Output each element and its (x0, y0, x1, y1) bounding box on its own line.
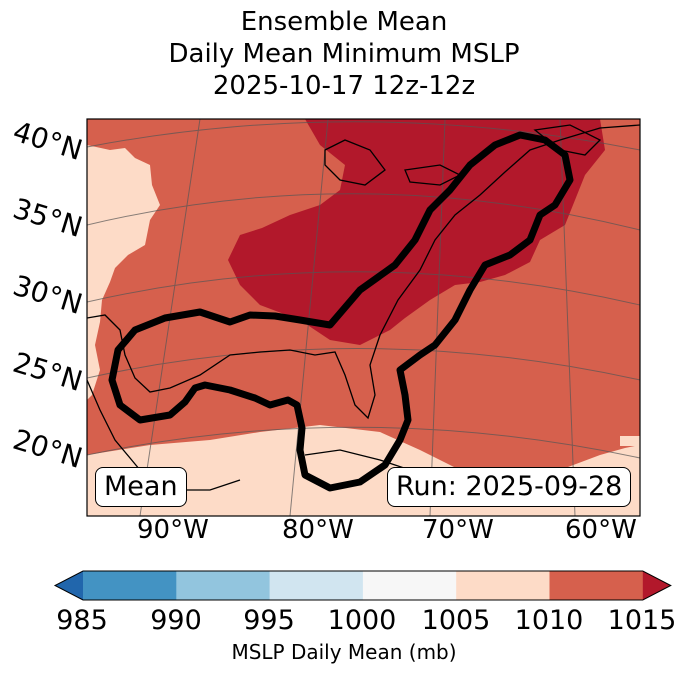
title-line-2: Daily Mean Minimum MSLP (168, 39, 520, 69)
graticule (87, 119, 640, 516)
colorbar-bin (176, 571, 271, 600)
colorbar-tick: 1005 (421, 605, 491, 636)
colorbar-bin (362, 571, 457, 600)
colorbar-bin (83, 571, 177, 600)
title-line-1: Ensemble Mean (240, 7, 448, 37)
field-patch (620, 436, 640, 446)
colorbar-tick: 1010 (514, 605, 584, 636)
lon-label-80w: 80°W (282, 515, 354, 545)
lon-label-70w: 70°W (422, 515, 494, 545)
colorbar-outline (53, 570, 672, 601)
colorbar-tick: 995 (243, 605, 295, 636)
mean-label-box: Mean (95, 467, 187, 507)
colorbar-tick: 1015 (607, 605, 677, 636)
colorbar (53, 570, 672, 601)
colorbar-bin (549, 571, 644, 600)
colorbar-tick: 985 (56, 605, 108, 636)
coastlines (87, 124, 640, 491)
mean-contour (108, 131, 574, 492)
colorbar-bin (269, 571, 364, 600)
map-panel (87, 119, 640, 516)
colorbar-bin (55, 571, 83, 600)
field-1005-1010-west (87, 145, 160, 400)
run-date-box: Run: 2025-09-28 (387, 467, 632, 507)
colorbar-tick: 1000 (327, 605, 397, 636)
lon-label-60w: 60°W (565, 515, 637, 545)
colorbar-bin (642, 571, 671, 600)
title-line-3: 2025-10-17 12z-12z (212, 71, 476, 101)
colorbar-bin (456, 571, 550, 600)
colorbar-label: MSLP Daily Mean (mb) (231, 640, 457, 664)
lon-label-90w: 90°W (137, 515, 209, 545)
map-frame (86, 118, 641, 517)
colorbar-tick: 990 (150, 605, 202, 636)
